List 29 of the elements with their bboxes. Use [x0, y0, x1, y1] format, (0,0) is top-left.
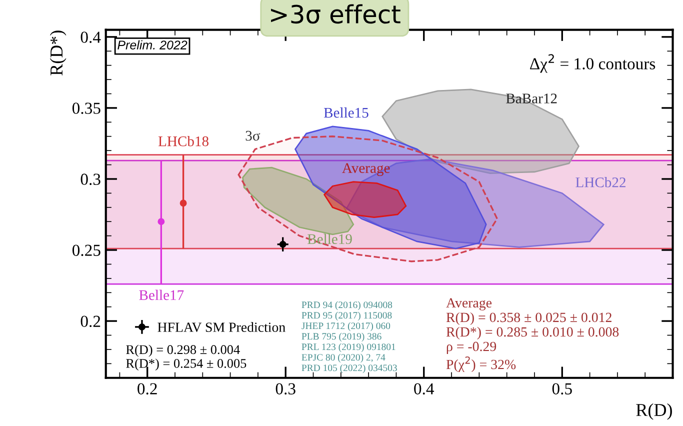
annotation: Prelim. 2022 — [118, 40, 188, 50]
x-tick-label: 0.4 — [414, 383, 434, 395]
y-tick-label: 0.2 — [80, 316, 100, 328]
x-axis-title: R(D) — [636, 403, 672, 420]
x-tick-label: 0.5 — [552, 383, 572, 395]
point — [180, 200, 187, 207]
chart-title: >3σ effect — [271, 4, 400, 24]
annotation: Average — [342, 163, 390, 176]
annotation: 3σ — [246, 130, 260, 141]
point — [158, 218, 165, 226]
y-tick-label: 0.3 — [80, 174, 100, 185]
annotation: PRD 94 (2016) 094008 PRD 95 (2017) 115008 JHEP 1712 (2017) 060 PLB 795 (2019) 386 PRL 123 (2019) 091801 EPJC 80 (2020) 2, 74 PRD 105 (2022) 034503 — [302, 301, 397, 374]
point — [279, 240, 286, 248]
legend-label: HFLAV SM Prediction — [158, 322, 286, 332]
annotation: Average R(D) = 0.358 ± 0.025 ± 0.012 R(D*) = 0.285 ± 0.010 ± 0.008 ρ = -0.29 P(χ$^{2}$) = 32% — [446, 298, 619, 372]
y-tick-label: 0.35 — [72, 102, 100, 114]
annotation: Belle19 — [308, 234, 352, 244]
annotation: LHCb22 — [576, 177, 626, 188]
y-tick-label: 0.25 — [72, 244, 100, 256]
annotation: Δχ$^{2}$ = 1.0 contours — [530, 54, 656, 73]
y-tick-label: 0.4 — [80, 32, 101, 43]
annotation: R(D) = 0.298 ± 0.004 R(D*) = 0.254 ± 0.005 — [126, 344, 246, 371]
annotation: Belle15 — [324, 107, 368, 118]
x-tick-label: 0.3 — [276, 383, 296, 395]
annotation: BaBar12 — [506, 94, 557, 104]
annotation: Belle17 — [139, 290, 184, 300]
x-tick-label: 0.2 — [138, 383, 157, 395]
annotation: LHCb18 — [158, 136, 208, 146]
y-axis-title: R(D*) — [50, 30, 66, 76]
